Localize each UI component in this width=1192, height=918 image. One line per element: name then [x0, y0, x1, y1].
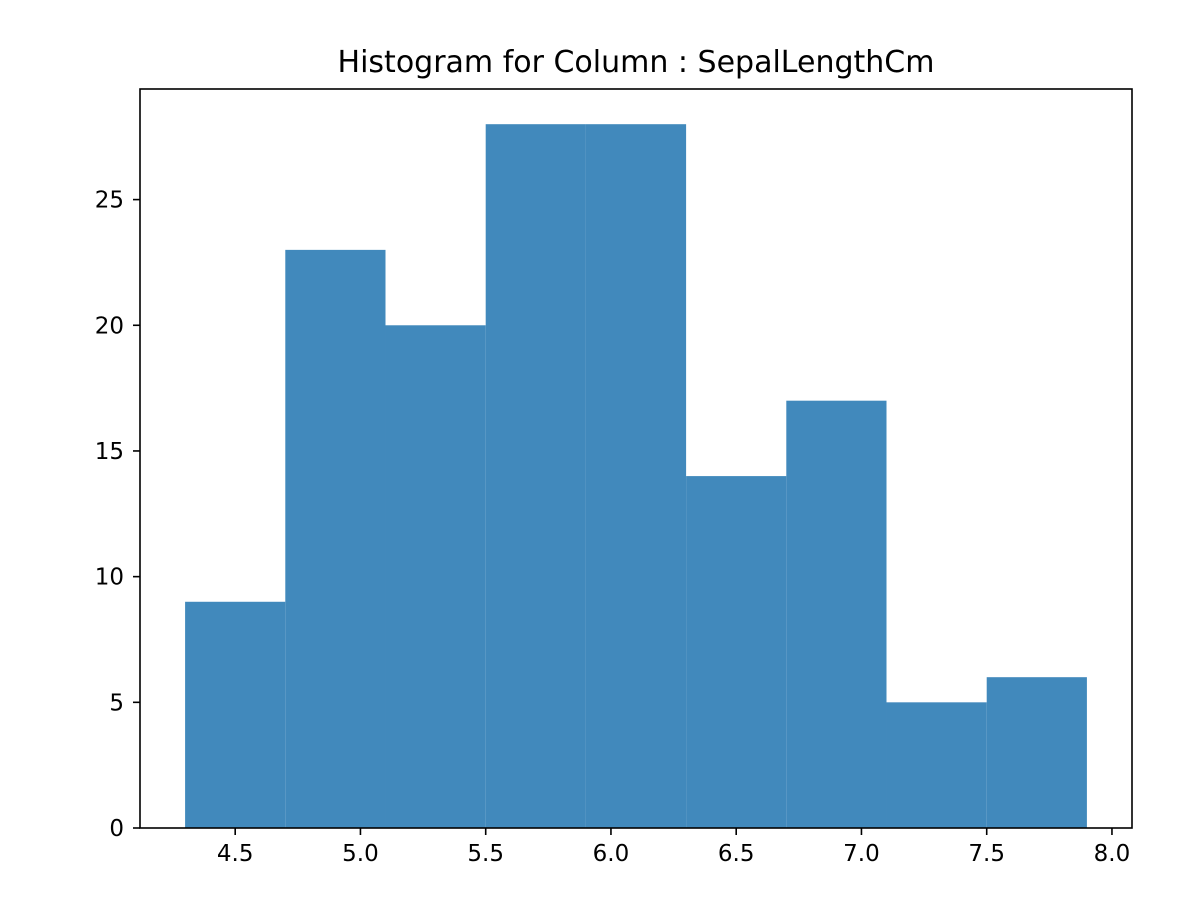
x-tick-label: 7.0 — [843, 841, 880, 867]
x-tick-label: 6.5 — [718, 841, 755, 867]
histogram-bar-3 — [385, 325, 486, 828]
chart-title: Histogram for Column : SepalLengthCm — [338, 45, 935, 80]
histogram-bar-6 — [686, 476, 787, 828]
histogram-bar-5 — [585, 124, 687, 828]
histogram-bar-7 — [786, 400, 887, 828]
axes-frame — [139, 88, 1133, 829]
y-tick-label: 0 — [109, 816, 124, 842]
y-tick-label: 20 — [95, 313, 124, 339]
histogram-bar-8 — [886, 702, 987, 828]
x-tick-label: 8.0 — [1094, 841, 1131, 867]
x-tick-label: 7.5 — [968, 841, 1005, 867]
x-tick-label: 5.5 — [467, 841, 504, 867]
y-tick-label: 15 — [95, 439, 124, 465]
y-axis: 0 5 10 15 20 25 — [95, 188, 140, 842]
histogram-bar-1 — [185, 601, 286, 828]
x-axis: 4.5 5.0 5.5 6.0 6.5 7.0 7.5 8.0 — [217, 828, 1130, 867]
x-tick-label: 6.0 — [593, 841, 630, 867]
y-tick-label: 10 — [95, 565, 124, 591]
bars-group — [185, 124, 1087, 829]
x-tick-label: 4.5 — [217, 841, 254, 867]
y-tick-label: 5 — [109, 690, 124, 716]
x-tick-label: 5.0 — [342, 841, 379, 867]
histogram-bar-9 — [986, 677, 1087, 828]
histogram-bar-2 — [285, 249, 386, 829]
y-tick-label: 25 — [95, 188, 124, 214]
histogram-bar-4 — [485, 124, 586, 828]
